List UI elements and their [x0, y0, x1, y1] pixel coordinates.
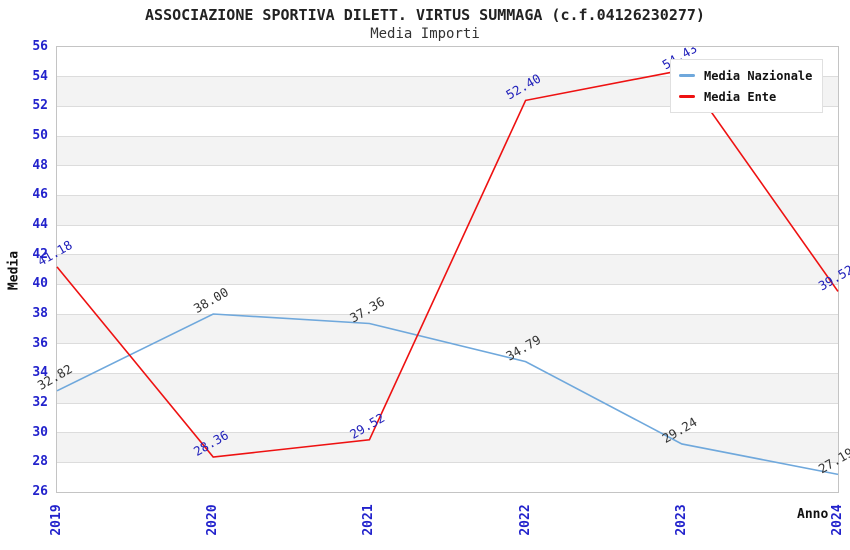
y-tick-label: 34 [32, 365, 48, 381]
y-tick-label: 42 [32, 246, 48, 262]
data-label: 29.52 [347, 410, 387, 442]
grid-line [57, 402, 838, 404]
x-tick-label: 2020 [205, 504, 221, 536]
x-tick-label: 2022 [517, 504, 533, 536]
x-tick-label: 2024 [830, 504, 845, 536]
y-axis-title: Media [6, 250, 22, 290]
data-label: 27.19 [816, 445, 850, 477]
grid-line [57, 313, 838, 315]
series-line-media-ente [56, 69, 839, 458]
y-tick-label: 28 [32, 454, 48, 470]
data-label: 38.00 [191, 284, 231, 316]
legend-label: Media Nazionale [704, 68, 813, 83]
y-tick-label: 44 [32, 217, 48, 232]
grid-band [57, 314, 838, 344]
grid-line [57, 76, 838, 78]
chart-title: ASSOCIAZIONE SPORTIVA DILETT. VIRTUS SUM… [145, 6, 705, 24]
x-tick-label: 2023 [673, 504, 689, 536]
y-tick-label: 40 [32, 276, 48, 292]
grid-band [57, 462, 838, 492]
grid-band [57, 432, 838, 463]
y-tick-label: 36 [32, 335, 48, 351]
y-tick-label: 30 [32, 424, 48, 440]
chart-subtitle: Media Importi [370, 26, 480, 42]
x-axis-title: Anno [797, 507, 829, 522]
x-tick-label: 2021 [361, 504, 377, 536]
grid-line [57, 194, 838, 196]
grid-line [57, 461, 838, 463]
y-tick-label: 38 [32, 306, 48, 321]
grid-band [57, 284, 838, 314]
grid-band [57, 136, 838, 166]
series-line-media-nazionale [56, 313, 839, 476]
grid-band [57, 343, 838, 374]
x-tick-label: 2019 [49, 504, 64, 536]
legend-swatch [679, 74, 695, 77]
legend-label: Media Ente [704, 89, 777, 104]
y-tick-label: 46 [32, 187, 48, 203]
grid-line [57, 372, 838, 374]
grid-line [57, 283, 838, 285]
legend-item: Media Nazionale [679, 65, 812, 86]
grid-band [57, 403, 838, 433]
grid-line [57, 224, 838, 226]
data-label: 29.24 [660, 414, 700, 446]
y-tick-label: 56 [32, 39, 48, 54]
grid-line [57, 254, 838, 256]
grid-band [57, 373, 838, 403]
legend-swatch [679, 95, 695, 98]
legend: Media Nazionale Media Ente [670, 59, 824, 113]
y-tick-label: 50 [32, 128, 48, 143]
grid-band [57, 195, 838, 225]
data-label: 37.36 [347, 294, 387, 326]
data-label: 34.79 [503, 332, 543, 364]
legend-item: Media Ente [679, 86, 812, 107]
grid-line [57, 343, 838, 345]
y-tick-label: 48 [32, 157, 48, 173]
grid-band [57, 225, 838, 255]
grid-line [57, 165, 838, 167]
grid-line [57, 135, 838, 137]
grid-line [57, 432, 838, 434]
y-tick-label: 52 [32, 98, 48, 114]
plot-border [56, 46, 839, 493]
grid-band [57, 165, 838, 196]
y-tick-label: 26 [32, 484, 48, 499]
y-tick-label: 32 [32, 395, 48, 410]
grid-line [57, 105, 838, 107]
y-tick-label: 54 [32, 68, 48, 84]
